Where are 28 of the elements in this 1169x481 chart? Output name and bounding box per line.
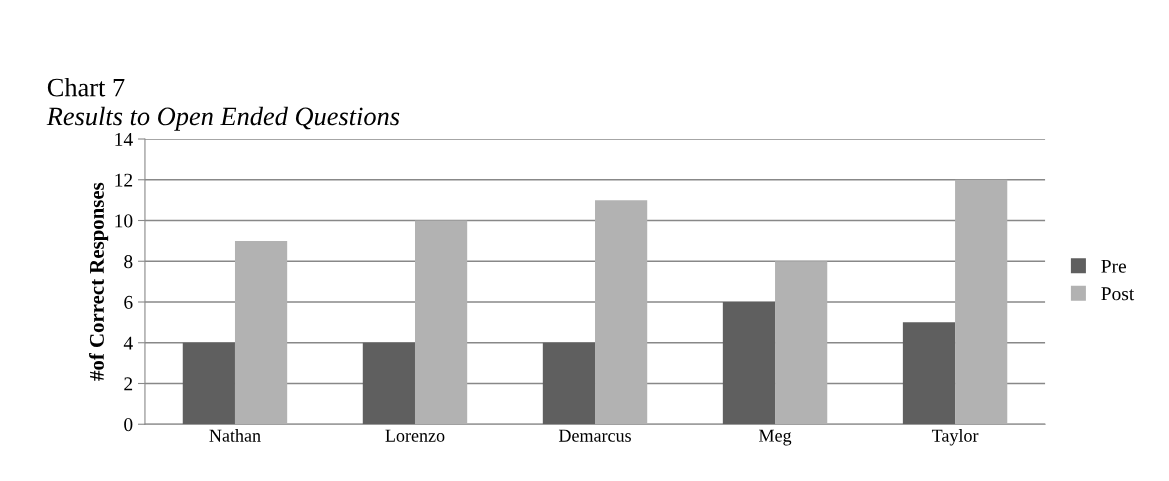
bar	[775, 261, 828, 425]
x-tick-label: Lorenzo	[385, 429, 445, 442]
y-tick-label: 2	[124, 377, 133, 391]
chart-title: Chart 7	[47, 77, 125, 97]
bar	[542, 342, 596, 425]
bar	[955, 179, 1008, 425]
y-tick-label: 10	[115, 214, 133, 228]
bar	[234, 240, 288, 425]
bar	[182, 342, 235, 425]
y-tick-label: 14	[115, 132, 133, 146]
chart-subtitle: Results to Open Ended Questions	[46, 106, 400, 131]
legend-label: Pre	[1101, 259, 1126, 273]
y-axis-title: #of Correct Responses	[89, 182, 109, 381]
bar	[902, 322, 956, 425]
y-tick-label: 0	[124, 418, 133, 432]
y-tick-label: 8	[124, 255, 133, 269]
y-tick-label: 12	[115, 173, 133, 187]
legend-label: Post	[1101, 287, 1135, 301]
y-tick-label: 4	[123, 336, 133, 350]
bar	[415, 220, 468, 425]
x-tick-label: Meg	[759, 429, 792, 446]
x-tick-label: Taylor	[931, 429, 979, 446]
bar	[722, 302, 776, 425]
bar	[595, 200, 648, 425]
x-tick-label: Demarcus	[558, 429, 631, 442]
x-tick-label: Nathan	[209, 429, 261, 442]
bar	[362, 342, 415, 425]
y-tick-label: 6	[124, 295, 133, 309]
